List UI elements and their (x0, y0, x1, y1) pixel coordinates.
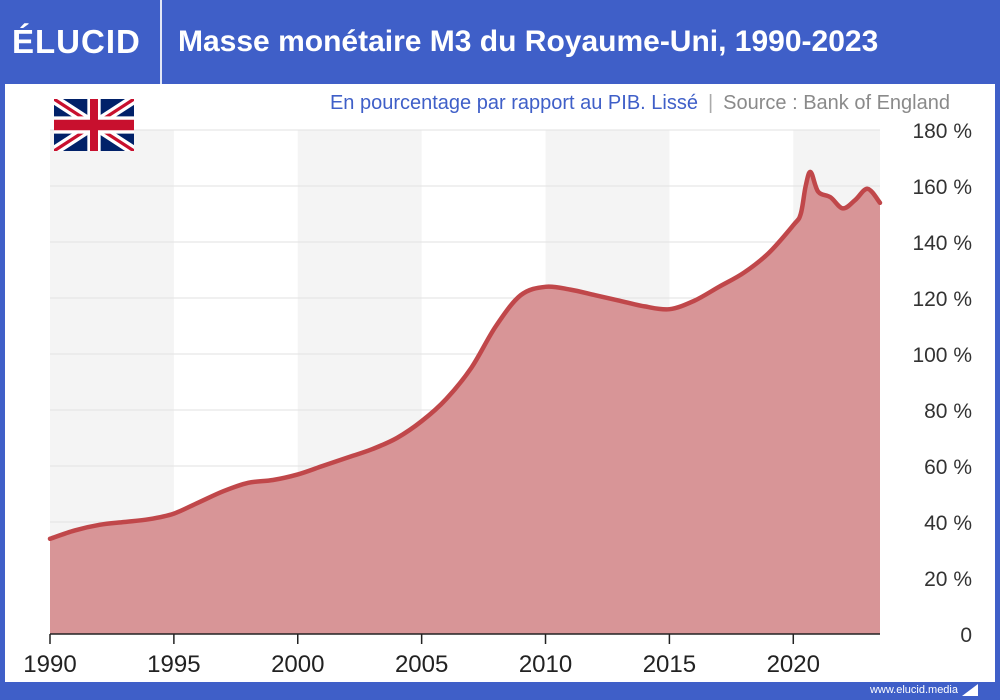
footer-url[interactable]: www.elucid.media (869, 684, 958, 696)
subtitle-text: En pourcentage par rapport au PIB. Lissé (329, 92, 698, 114)
y-tick-label: 100 % (912, 344, 972, 367)
x-tick-label: 2000 (271, 651, 324, 678)
area-series (47, 169, 883, 634)
x-tick-label: 2020 (767, 651, 820, 678)
y-tick-label: 20 % (924, 568, 972, 591)
header-bar: ÉLUCID Masse monétaire M3 du Royaume-Uni… (0, 0, 1000, 84)
y-tick-label: 140 % (912, 232, 972, 255)
x-tick-label: 2010 (519, 651, 572, 678)
x-tick-label: 1995 (147, 651, 200, 678)
x-tick-label: 2005 (395, 651, 448, 678)
x-tick-label: 2015 (643, 651, 696, 678)
y-tick-label: 80 % (924, 400, 972, 423)
elucid-logo: ÉLUCID (12, 23, 141, 60)
y-tick-label: 180 % (912, 120, 972, 143)
x-axis-ticks: 1990 1995 2000 2005 2010 2015 2020 (23, 633, 880, 678)
logo-divider (160, 0, 162, 84)
chart-title: Masse monétaire M3 du Royaume-Uni, 1990-… (178, 25, 879, 58)
source-text: Source : Bank of England (723, 92, 950, 114)
x-tick-label: 1990 (23, 651, 76, 678)
area-fill (50, 171, 880, 634)
uk-flag-icon (54, 99, 134, 151)
y-axis-ticks: 0 20 % 40 % 60 % 80 % 100 % 120 % 140 % 160 % 180… (912, 120, 972, 647)
series-line (47, 169, 883, 542)
y-tick-label: 160 % (912, 176, 972, 199)
subtitle-separator: | (707, 92, 714, 114)
y-tick-label: 60 % (924, 456, 972, 479)
elucid-mark-icon (962, 684, 978, 696)
y-tick-label: 0 (960, 624, 972, 647)
chart-subtitle: En pourcentage par rapport au PIB. Lissé… (330, 91, 950, 115)
y-tick-label: 120 % (912, 288, 972, 311)
y-tick-label: 40 % (924, 512, 972, 535)
